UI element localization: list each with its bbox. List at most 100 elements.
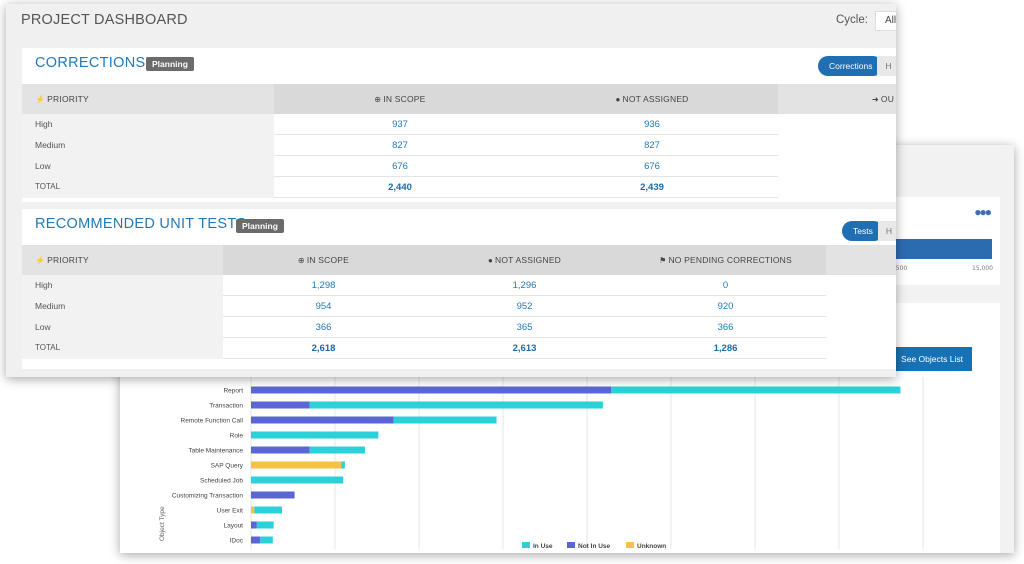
- bar-unknown[interactable]: [251, 506, 255, 514]
- legend-label[interactable]: In Use: [533, 543, 553, 550]
- page-title: PROJECT DASHBOARD: [21, 12, 188, 28]
- bar-unknown[interactable]: [251, 461, 342, 469]
- bar-not-in-use[interactable]: [251, 491, 295, 499]
- not-assigned-value[interactable]: 936: [526, 114, 778, 135]
- header-label: IN SCOPE: [383, 94, 426, 104]
- bar-in-use[interactable]: [251, 431, 379, 439]
- bar-in-use[interactable]: [251, 476, 344, 484]
- header-label: NOT ASSIGNED: [622, 94, 689, 104]
- no-pending-value[interactable]: 1,286: [625, 338, 826, 359]
- bar-in-use[interactable]: [393, 416, 497, 424]
- legend-swatch[interactable]: [522, 542, 530, 548]
- in-scope-value[interactable]: 366: [223, 317, 424, 338]
- usage-progress-bar: [888, 239, 992, 259]
- bar-in-use[interactable]: [256, 521, 274, 529]
- usage-summary-card: ●●● 2,500 15,000: [888, 197, 1000, 285]
- corrections-toggle-button[interactable]: Corrections: [818, 56, 884, 76]
- history-toggle-button[interactable]: H: [877, 56, 896, 76]
- priority-label: Low: [35, 161, 51, 171]
- sign-out-icon: ➜: [872, 94, 879, 104]
- usage-tick-label: 15,000: [972, 265, 993, 272]
- header-label: PRIORITY: [47, 94, 89, 104]
- bar-not-in-use[interactable]: [251, 416, 394, 424]
- not-assigned-value[interactable]: 2,613: [424, 338, 625, 359]
- header-label: NOT ASSIGNED: [495, 255, 562, 265]
- not-assigned-value[interactable]: 952: [424, 296, 625, 317]
- header-priority[interactable]: ⚡ PRIORITY: [22, 245, 223, 275]
- in-scope-value[interactable]: 2,618: [223, 338, 424, 359]
- in-scope-value[interactable]: 676: [274, 156, 526, 177]
- user-icon: ●: [615, 94, 621, 104]
- no-pending-value[interactable]: 920: [625, 296, 826, 317]
- legend-label[interactable]: Not In Use: [578, 543, 611, 550]
- header-label: IN SCOPE: [306, 255, 350, 265]
- bar-not-in-use[interactable]: [251, 536, 261, 544]
- priority-label: Medium: [35, 140, 66, 150]
- bar-in-use[interactable]: [611, 386, 901, 394]
- in-scope-value[interactable]: 2,440: [274, 177, 526, 198]
- bar-in-use[interactable]: [309, 401, 603, 409]
- bar-in-use[interactable]: [341, 461, 345, 469]
- no-pending-value[interactable]: 0: [625, 275, 826, 296]
- bar-in-use[interactable]: [254, 506, 283, 514]
- not-assigned-value[interactable]: 365: [424, 317, 625, 338]
- unit-tests-panel: RECOMMENDED UNIT TESTS Planning Tests H …: [22, 209, 896, 369]
- bar-in-use[interactable]: [260, 536, 273, 544]
- header-not-assigned[interactable]: ● NOT ASSIGNED: [424, 245, 625, 275]
- tests-toggle: Tests H: [842, 221, 896, 241]
- legend-label[interactable]: Unknown: [637, 543, 666, 550]
- priority-label: TOTAL: [35, 182, 61, 191]
- in-scope-value[interactable]: 827: [274, 135, 526, 156]
- header-out[interactable]: ➜ OU: [872, 84, 896, 114]
- priority-label: TOTAL: [35, 343, 61, 352]
- table-header: ⚡ PRIORITY ⊕ IN SCOPE ● NOT ASSIGNED ➜ OU: [22, 84, 896, 114]
- not-assigned-value[interactable]: 827: [526, 135, 778, 156]
- category-label: IDoc: [230, 538, 244, 545]
- crosshair-icon: ⊕: [374, 94, 382, 104]
- header-in-scope[interactable]: ⊕ IN SCOPE: [223, 245, 424, 275]
- priority-label: High: [35, 119, 53, 129]
- bar-not-in-use[interactable]: [251, 386, 612, 394]
- category-label: Transaction: [209, 403, 243, 410]
- category-label: Layout: [223, 523, 243, 530]
- in-scope-value[interactable]: 1,298: [223, 275, 424, 296]
- no-pending-value[interactable]: 366: [625, 317, 826, 338]
- legend-swatch[interactable]: [567, 542, 575, 548]
- bar-not-in-use[interactable]: [251, 446, 310, 454]
- planning-badge: Planning: [236, 219, 284, 233]
- bar-not-in-use[interactable]: [251, 521, 257, 529]
- tests-toggle-button[interactable]: Tests: [842, 221, 884, 241]
- bar-in-use[interactable]: [309, 446, 365, 454]
- table-row: Low 676 676: [22, 156, 896, 177]
- priority-label: Low: [35, 322, 51, 332]
- not-assigned-value[interactable]: 1,296: [424, 275, 625, 296]
- cycle-select[interactable]: All: [875, 11, 896, 31]
- category-label: Scheduled Job: [200, 478, 243, 485]
- not-assigned-value[interactable]: 2,439: [526, 177, 778, 198]
- object-type-chart-svg: Report Transaction Remote Function Call Rol…: [159, 377, 924, 550]
- header-not-assigned[interactable]: ● NOT ASSIGNED: [526, 84, 778, 114]
- header-priority[interactable]: ⚡ PRIORITY: [22, 84, 274, 114]
- in-scope-value[interactable]: 937: [274, 114, 526, 135]
- not-assigned-value[interactable]: 676: [526, 156, 778, 177]
- see-objects-list-button[interactable]: See Objects List: [892, 347, 972, 371]
- planning-badge: Planning: [146, 57, 194, 71]
- flag-icon: ⚑: [659, 255, 667, 265]
- bolt-icon: ⚡: [35, 94, 46, 104]
- priority-label: High: [35, 280, 53, 290]
- project-dashboard-window: PROJECT DASHBOARD Cycle: All CORRECTIONS…: [6, 4, 896, 377]
- header-no-pending-corrections[interactable]: ⚑ NO PENDING CORRECTIONS: [625, 245, 826, 275]
- corrections-title: CORRECTIONS: [35, 55, 146, 71]
- row-label-cell: [22, 156, 274, 177]
- table-row: Medium 954 952 920: [22, 296, 896, 317]
- cycle-label: Cycle:: [836, 14, 868, 26]
- history-toggle-button[interactable]: H: [877, 221, 896, 241]
- bar-not-in-use[interactable]: [251, 401, 310, 409]
- header-in-scope[interactable]: ⊕ IN SCOPE: [274, 84, 526, 114]
- table-row: High 937 936: [22, 114, 896, 135]
- legend-swatch[interactable]: [626, 542, 634, 548]
- in-scope-value[interactable]: 954: [223, 296, 424, 317]
- header-label: PRIORITY: [47, 255, 89, 265]
- users-icon[interactable]: ●●●: [974, 205, 992, 219]
